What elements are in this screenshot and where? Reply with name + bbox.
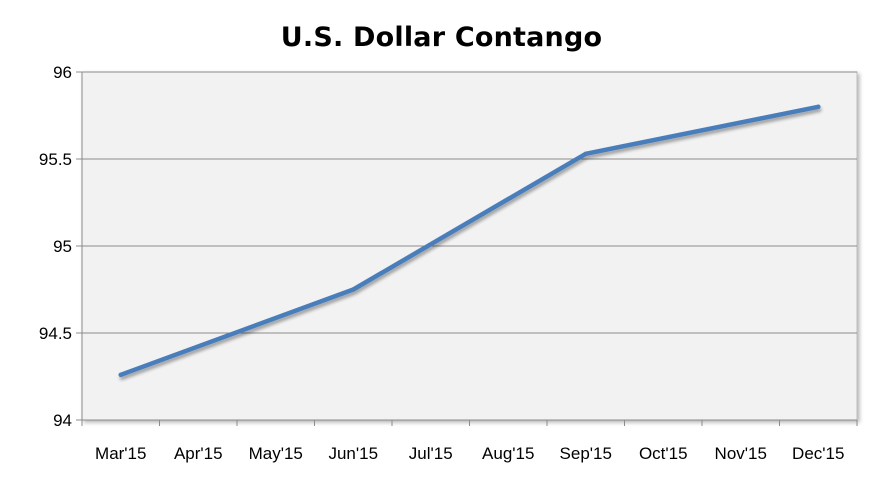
data-point <box>351 287 356 292</box>
x-tick-label: Oct'15 <box>639 444 688 463</box>
x-tick-label: Dec'15 <box>792 444 844 463</box>
x-tick-label: Nov'15 <box>715 444 767 463</box>
data-point <box>118 372 123 377</box>
data-point <box>816 104 821 110</box>
y-tick-label: 94 <box>53 411 72 430</box>
x-tick-label: Jul'15 <box>409 444 453 463</box>
x-tick-label: May'15 <box>249 444 303 463</box>
chart-title: U.S. Dollar Contango <box>280 22 603 53</box>
x-tick-label: Aug'15 <box>482 444 534 463</box>
y-tick-label: 96 <box>53 63 72 82</box>
y-tick-label: 95 <box>53 237 72 256</box>
data-point <box>583 151 588 156</box>
x-tick-label: Jun'15 <box>328 444 378 463</box>
y-tick-label: 94.5 <box>39 324 72 343</box>
series-line <box>118 104 821 378</box>
y-tick-label: 95.5 <box>39 150 72 169</box>
x-tick-label: Mar'15 <box>95 444 146 463</box>
x-tick-label: Apr'15 <box>174 444 223 463</box>
x-tick-label: Sep'15 <box>560 444 612 463</box>
